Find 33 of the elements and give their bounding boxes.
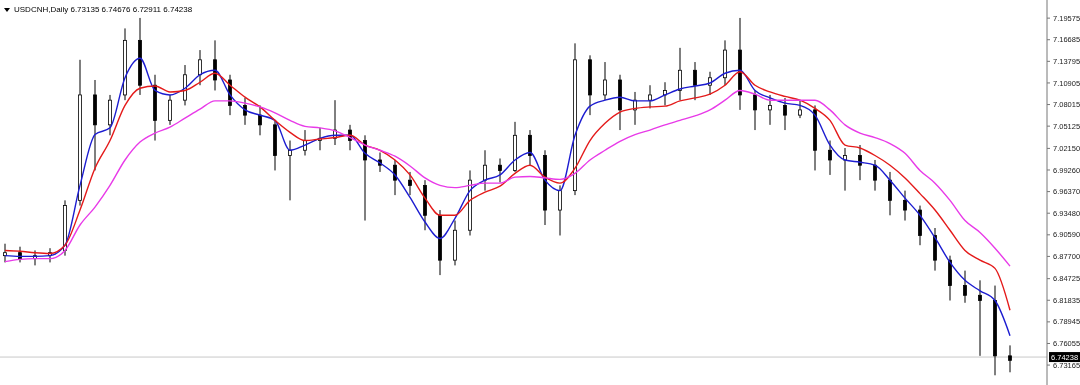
candlestick (753, 89, 757, 131)
candlestick (843, 147, 847, 192)
candlestick (498, 157, 502, 183)
candlestick (828, 140, 832, 176)
text: USDCNH,Daily 6.73135 6.74676 6.72911 6.74238 (14, 5, 193, 14)
candlestick (393, 159, 397, 196)
candlestick (363, 134, 367, 222)
candlestick (888, 171, 892, 216)
candlestick (483, 149, 487, 192)
candlestick (963, 270, 967, 304)
candlestick (678, 47, 682, 101)
candlestick (558, 184, 562, 236)
candlestick (603, 61, 607, 101)
candlestick (858, 144, 862, 181)
candlestick (213, 39, 217, 91)
candlestick (258, 104, 262, 136)
candlestick (903, 190, 907, 222)
candlestick (783, 97, 787, 131)
candlestick (198, 49, 202, 86)
candlestick (798, 99, 802, 119)
candlestick (663, 81, 667, 106)
candlestick (243, 97, 247, 126)
candlestick (693, 61, 697, 101)
candlestick (768, 94, 772, 126)
candlestick (528, 129, 532, 166)
candlestick (873, 159, 877, 192)
candlestick (408, 171, 412, 196)
candlestick (3, 243, 7, 263)
candlestick (1008, 344, 1012, 373)
candlestick (288, 140, 292, 201)
candlestick (978, 279, 982, 357)
candlestick (168, 94, 172, 126)
line-series (4, 89, 1011, 267)
